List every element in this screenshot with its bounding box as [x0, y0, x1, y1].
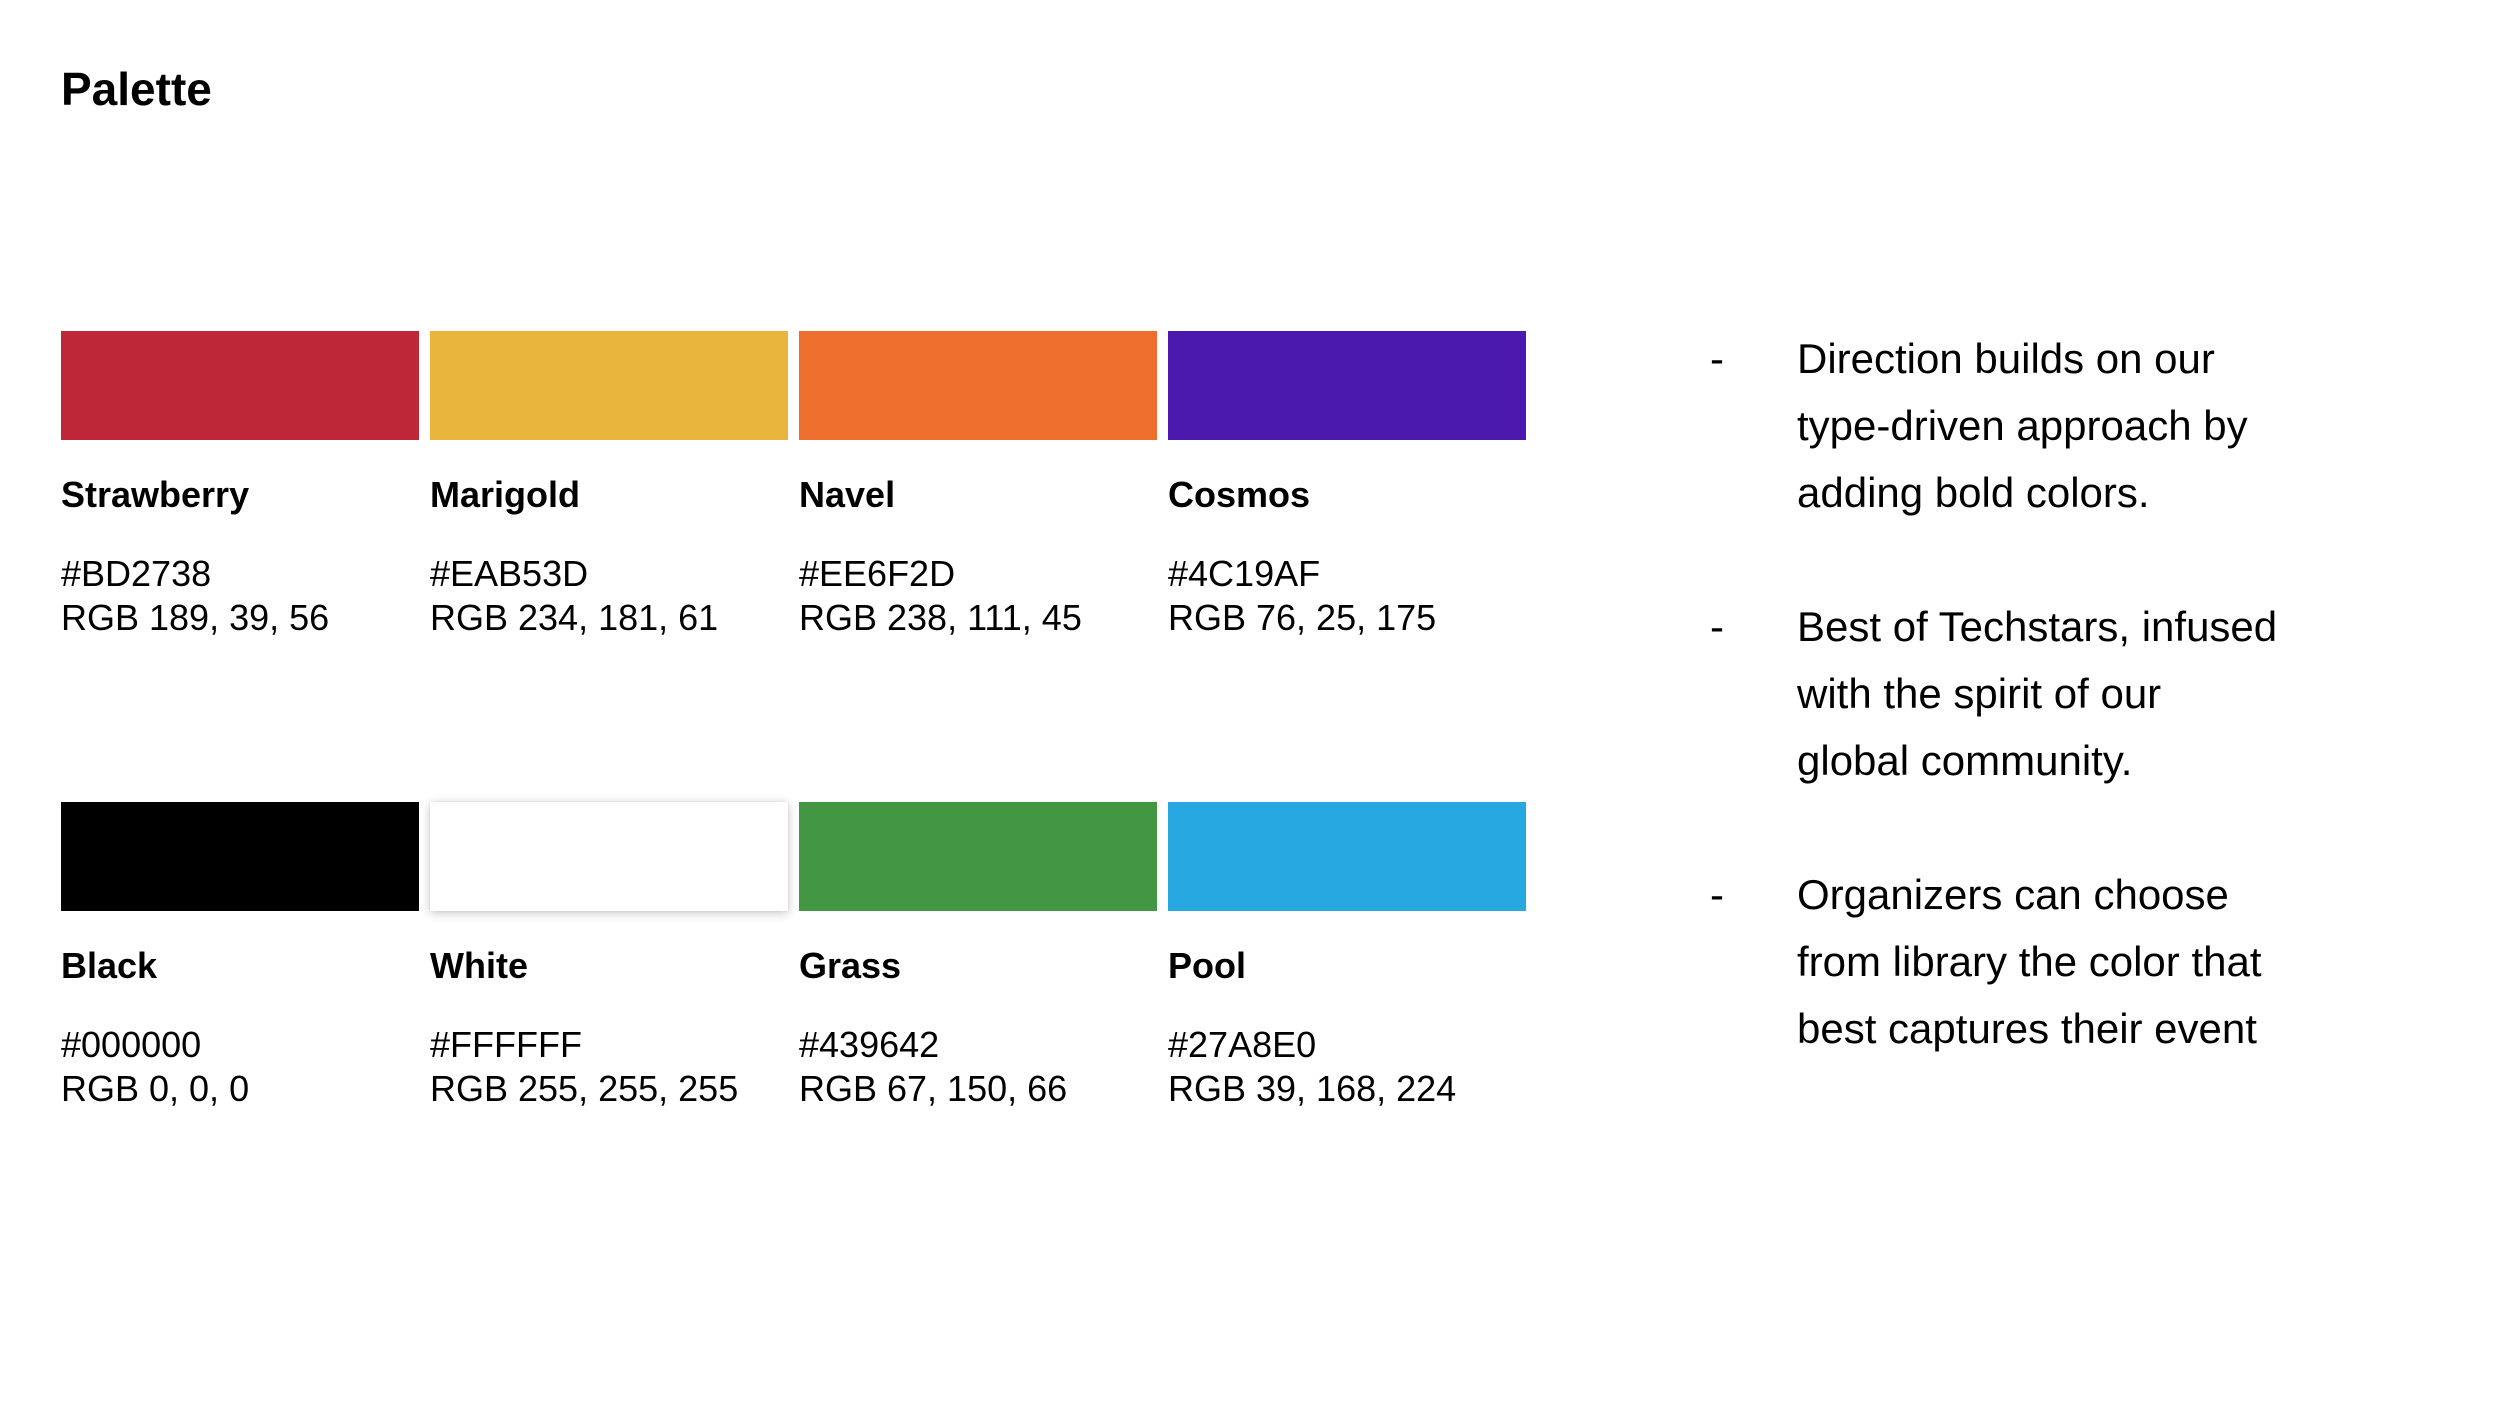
swatch-codes: #4C19AF RGB 76, 25, 175 [1168, 552, 1526, 640]
swatch-codes: #439642 RGB 67, 150, 66 [799, 1023, 1157, 1111]
swatch-name: Black [61, 945, 158, 986]
swatch-rgb: RGB 238, 111, 45 [799, 597, 1082, 638]
swatch-card: Black #000000 RGB 0, 0, 0 [61, 802, 419, 1111]
color-swatch [799, 802, 1157, 911]
swatch-hex: #439642 [799, 1024, 940, 1065]
swatch-card: Cosmos #4C19AF RGB 76, 25, 175 [1168, 331, 1526, 802]
swatch-card: Strawberry #BD2738 RGB 189, 39, 56 [61, 331, 419, 802]
swatch-grid: Strawberry #BD2738 RGB 189, 39, 56 Marig… [61, 331, 1526, 1111]
swatch-name: Pool [1168, 945, 1246, 986]
swatch-hex: #27A8E0 [1168, 1024, 1317, 1065]
swatch-rgb: RGB 39, 168, 224 [1168, 1068, 1457, 1109]
bullet-dash: - [1710, 603, 1724, 650]
swatch-hex: #4C19AF [1168, 553, 1321, 594]
bullet-dash: - [1710, 335, 1724, 382]
color-swatch [430, 331, 788, 440]
swatch-hex: #EAB53D [430, 553, 589, 594]
note-text: Direction builds on our type-driven appr… [1797, 335, 2248, 516]
swatch-name: White [430, 945, 528, 986]
note-item: - Best of Techstars, infused with the sp… [1710, 593, 2470, 794]
color-swatch [799, 331, 1157, 440]
page-title: Palette [61, 63, 212, 115]
swatch-card: Marigold #EAB53D RGB 234, 181, 61 [430, 331, 788, 802]
swatch-hex: #BD2738 [61, 553, 212, 594]
note-text: Best of Techstars, infused with the spir… [1797, 603, 2278, 784]
swatch-name: Strawberry [61, 474, 250, 515]
swatch-card: Navel #EE6F2D RGB 238, 111, 45 [799, 331, 1157, 802]
swatch-rgb: RGB 76, 25, 175 [1168, 597, 1437, 638]
color-swatch [61, 331, 419, 440]
swatch-codes: #EAB53D RGB 234, 181, 61 [430, 552, 788, 640]
color-swatch [430, 802, 788, 911]
color-swatch [1168, 802, 1526, 911]
swatch-codes: #EE6F2D RGB 238, 111, 45 [799, 552, 1157, 640]
swatch-codes: #000000 RGB 0, 0, 0 [61, 1023, 419, 1111]
swatch-rgb: RGB 234, 181, 61 [430, 597, 719, 638]
swatch-rgb: RGB 67, 150, 66 [799, 1068, 1068, 1109]
swatch-name: Cosmos [1168, 474, 1311, 515]
notes-list: - Direction builds on our type-driven ap… [1710, 325, 2470, 1062]
swatch-card: White #FFFFFF RGB 255, 255, 255 [430, 802, 788, 1111]
note-text: Organizers can choose from library the c… [1797, 871, 2262, 1052]
swatch-hex: #FFFFFF [430, 1024, 582, 1065]
swatch-name: Grass [799, 945, 902, 986]
swatch-hex: #000000 [61, 1024, 202, 1065]
color-swatch [61, 802, 419, 911]
swatch-codes: #FFFFFF RGB 255, 255, 255 [430, 1023, 788, 1111]
swatch-name: Marigold [430, 474, 580, 515]
swatch-rgb: RGB 189, 39, 56 [61, 597, 330, 638]
swatch-rgb: RGB 255, 255, 255 [430, 1068, 739, 1109]
swatch-card: Pool #27A8E0 RGB 39, 168, 224 [1168, 802, 1526, 1111]
swatch-rgb: RGB 0, 0, 0 [61, 1068, 250, 1109]
note-item: - Organizers can choose from library the… [1710, 861, 2470, 1062]
swatch-name: Navel [799, 474, 896, 515]
color-swatch [1168, 331, 1526, 440]
note-item: - Direction builds on our type-driven ap… [1710, 325, 2470, 526]
swatch-codes: #BD2738 RGB 189, 39, 56 [61, 552, 419, 640]
swatch-card: Grass #439642 RGB 67, 150, 66 [799, 802, 1157, 1111]
swatch-hex: #EE6F2D [799, 553, 956, 594]
bullet-dash: - [1710, 871, 1724, 918]
swatch-codes: #27A8E0 RGB 39, 168, 224 [1168, 1023, 1526, 1111]
